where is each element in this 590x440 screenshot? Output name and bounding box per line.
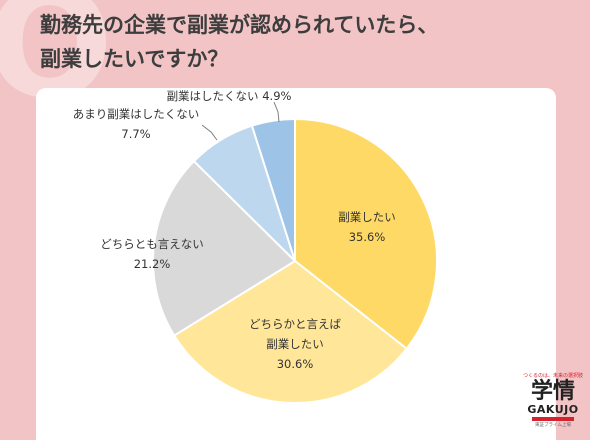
slice-label-2: 副業したい xyxy=(266,337,324,351)
slice-label-5: 副業はしたくない 4.9% xyxy=(167,89,292,103)
slice-value-2: 30.6% xyxy=(277,357,314,371)
brand-kanji: 学情 xyxy=(530,379,575,404)
slice-label-3: どちらとも言えない xyxy=(100,237,204,251)
pie-slice-5 xyxy=(250,117,296,262)
slice-label-2: どちらかと言えば xyxy=(249,317,341,331)
brand-red-bar xyxy=(532,417,574,421)
page-title: 勤務先の企業で副業が認められていたら、 副業したいですか？ xyxy=(40,8,580,76)
brand-tagline: つくるのは、未来の選択肢 xyxy=(523,373,583,379)
brand-name: GAKUJO xyxy=(527,403,579,416)
leader-line-5 xyxy=(273,101,280,123)
brand-subtext: 東証プライム上場 xyxy=(535,423,571,428)
title-line-2: 副業したいですか？ xyxy=(40,47,229,71)
leader-line-4 xyxy=(201,124,218,141)
gakujo-logo: つくるのは、未来の選択肢 学情 GAKUJO 東証プライム上場 xyxy=(516,372,590,440)
chart-card: 副業したい 35.6% どちらかと言えば 副業したい 30.6% どちらとも言えない 21.… xyxy=(36,88,556,440)
title-line-1: 勤務先の企業で副業が認められていたら、 xyxy=(40,13,439,37)
pie-slice-3 xyxy=(152,159,297,337)
pie-slice-2 xyxy=(172,259,409,404)
slice-label-1: 副業したい xyxy=(338,210,396,224)
slice-label-4: あまり副業はしたくない xyxy=(73,107,200,121)
slice-value-4: 7.7% xyxy=(121,127,150,141)
slice-value-3: 21.2% xyxy=(134,257,171,271)
pie-slice-1 xyxy=(294,117,438,351)
slice-value-1: 35.6% xyxy=(349,230,386,244)
pie-chart: 副業したい35.6%どちらかと言えば副業したい30.6%どちらとも言えない21.… xyxy=(73,89,438,404)
